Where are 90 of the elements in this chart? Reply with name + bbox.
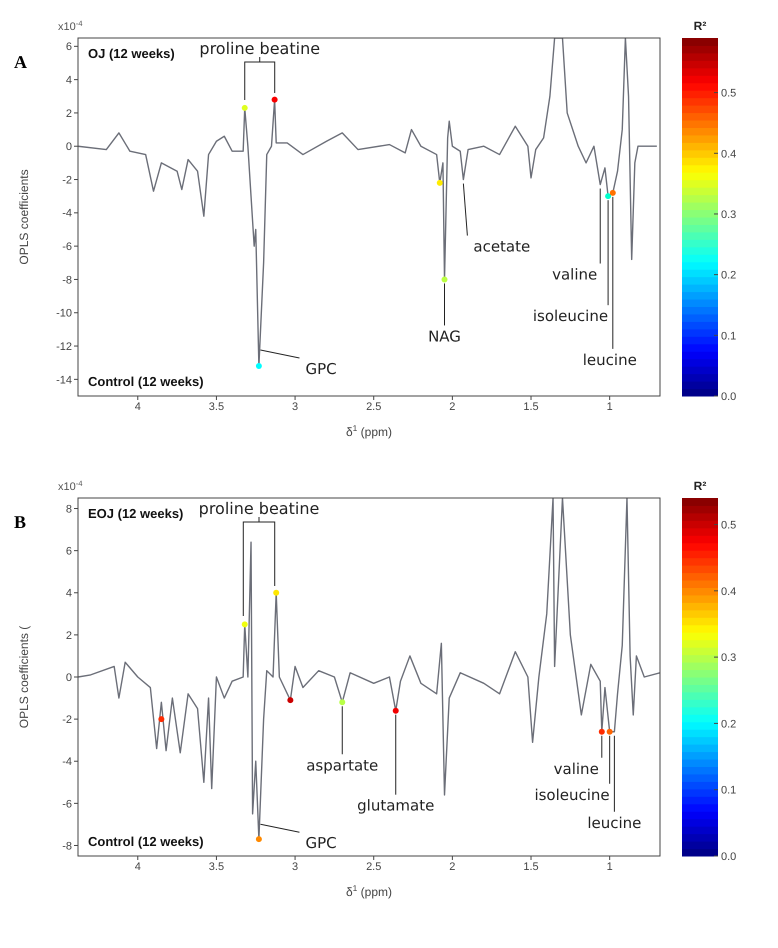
point [598, 728, 605, 735]
x-tick-label: 2.5 [366, 400, 382, 413]
y-tick-label: -8 [62, 274, 72, 286]
x-tick-label: 1 [606, 860, 613, 873]
y-tick-label: -2 [62, 174, 72, 186]
annotation: valine [554, 760, 599, 778]
x-tick-label: 1.5 [523, 400, 539, 413]
color-bar-label: 0.2 [721, 718, 736, 730]
x-tick-label: 3 [292, 860, 298, 873]
x-tick-label: 2.5 [366, 860, 382, 873]
y-tick-label: 4 [66, 588, 72, 600]
color-bar-label: 0.1 [721, 784, 736, 797]
y-tick-label: 0 [66, 141, 72, 154]
text: A [14, 52, 27, 72]
y-tick-label: -4 [62, 208, 72, 220]
point [287, 697, 294, 704]
y-tick-label: 8 [66, 503, 72, 516]
annotation: Control (12 weeks) [88, 374, 204, 389]
color-bar-label: 0.4 [721, 148, 736, 160]
x-tick-label: 2 [449, 400, 456, 413]
x-tick-label: 3.5 [208, 400, 224, 413]
point [442, 276, 448, 282]
x-tick-label: 1.5 [523, 860, 539, 873]
y-tick-label: -2 [62, 714, 72, 726]
x-axis-title: δ$^{1}$ (ppm) [346, 423, 392, 439]
y-axis-title: OPLS coefficients ( [17, 626, 31, 728]
color-bar-label: 0.1 [721, 330, 736, 342]
point [392, 708, 399, 714]
annotation: acetate [473, 238, 530, 256]
color-bar-label: 0.0 [721, 851, 736, 863]
y-tick-label: -8 [62, 840, 72, 852]
point [242, 104, 248, 111]
color-bar-label: 0.2 [721, 270, 736, 282]
point [242, 621, 248, 628]
x-tick-label: 4 [134, 400, 141, 413]
x-tick-label: 4 [134, 860, 141, 873]
color-bar-label: 0.4 [721, 586, 736, 598]
annotation: valine [552, 266, 598, 284]
y-tick-label: -6 [62, 241, 72, 254]
color-bar-title: R² [694, 19, 706, 33]
point [273, 590, 280, 596]
annotation: leucine [582, 350, 637, 369]
y-tick-label: -12 [56, 340, 72, 353]
point [256, 836, 262, 842]
color-bar-label: 0.5 [721, 88, 736, 100]
annotation: glutamate [357, 796, 434, 815]
text: x10$^{-4}$ [58, 18, 84, 33]
color-bar-title: R² [694, 479, 706, 493]
annotation: proline beatine [199, 39, 320, 58]
point [256, 363, 262, 370]
annotation: NAG [428, 327, 461, 346]
y-axis-title: OPLS coefficients [17, 169, 31, 265]
y-tick-label: 2 [66, 630, 72, 642]
text: x10$^{-4}$ [58, 478, 84, 493]
point [436, 180, 443, 186]
y-tick-label: -10 [56, 308, 72, 320]
annotation: leucine [587, 814, 642, 832]
x-axis-title: δ$^{1}$ (ppm) [346, 883, 392, 899]
annotation: GPC [305, 834, 337, 852]
point [339, 699, 346, 706]
point [606, 728, 613, 735]
x-tick-label: 2 [449, 860, 456, 873]
annotation: GPC [305, 360, 337, 378]
point [610, 190, 616, 196]
annotation: EOJ (12 weeks) [88, 506, 184, 521]
x-tick-label: 3.5 [208, 860, 224, 873]
annotation: Control (12 weeks) [88, 834, 204, 849]
annotation: proline beatine [198, 499, 320, 518]
color-bar-label: 0.5 [721, 520, 736, 532]
x-tick-label: 1 [606, 400, 613, 413]
y-tick-label: 6 [66, 546, 72, 558]
point [158, 716, 164, 722]
point [605, 193, 612, 200]
y-tick-label: -14 [56, 374, 72, 386]
y-tick-label: -4 [62, 756, 72, 768]
y-tick-label: 0 [66, 672, 72, 684]
text: B [14, 512, 26, 532]
annotation: OJ (12 weeks) [88, 46, 175, 61]
y-tick-label: 6 [66, 41, 72, 54]
y-tick-label: 2 [66, 108, 72, 120]
point [272, 96, 278, 103]
y-tick-label: 4 [66, 74, 72, 87]
annotation: isoleucine [532, 307, 608, 326]
annotation: isoleucine [534, 786, 610, 804]
x-tick-label: 3 [292, 400, 298, 413]
color-bar-label: 0.0 [721, 391, 736, 403]
y-tick-label: -6 [62, 798, 72, 810]
color-bar-label: 0.3 [721, 208, 736, 221]
annotation: aspartate [306, 756, 378, 774]
color-bar-label: 0.3 [721, 652, 736, 664]
